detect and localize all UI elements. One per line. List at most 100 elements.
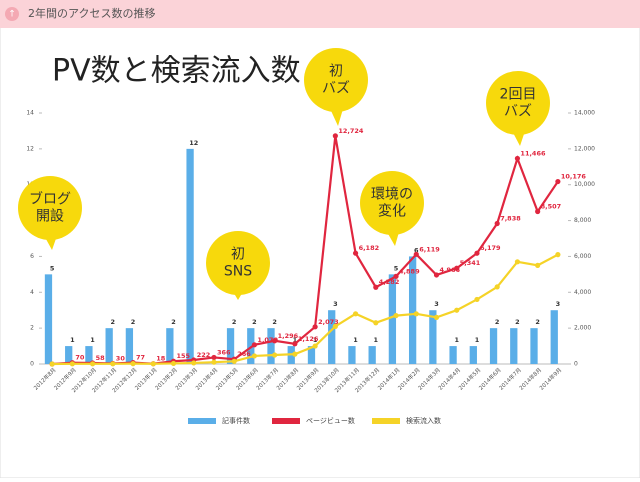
y2-tick-label: 10,000 [574, 181, 595, 188]
point [474, 296, 480, 303]
bubble-text: 初 [231, 246, 245, 263]
bar-label: 12 [189, 139, 198, 147]
y2-tick-label: 2,000 [574, 325, 591, 332]
bar [307, 346, 316, 364]
bar-label: 5 [394, 264, 399, 272]
point [393, 273, 399, 279]
point-label: 12,724 [338, 127, 364, 135]
point [110, 361, 116, 367]
bar [44, 274, 53, 364]
bar-label: 1 [70, 336, 75, 344]
point [352, 311, 359, 317]
header-title: 2年間のアクセス数の推移 [28, 6, 155, 20]
y2-tick-label: 4,000 [574, 289, 591, 296]
point-label: 4,966 [440, 266, 461, 274]
point [130, 361, 136, 367]
bar [449, 346, 457, 364]
point [292, 351, 298, 357]
point [413, 311, 419, 317]
point [514, 259, 521, 265]
point [373, 320, 379, 326]
point-label: 18 [156, 355, 166, 363]
point [433, 272, 440, 278]
legend-swatch [272, 418, 300, 424]
point-label: 7,838 [500, 214, 521, 222]
point [272, 352, 278, 358]
point-label: 4,282 [379, 278, 400, 286]
chart-title: PV数と検索流入数 [52, 54, 301, 89]
point [535, 208, 541, 215]
bar-label: 1 [454, 336, 459, 344]
y-tick-label: 12 [26, 145, 34, 152]
y-tick-label: 4 [30, 289, 34, 296]
point [292, 341, 298, 347]
bar-label: 3 [434, 300, 439, 308]
bar-label: 1 [293, 336, 298, 344]
bar [166, 328, 174, 364]
point-label: 5,341 [460, 259, 481, 267]
bar [267, 328, 275, 364]
bar [186, 148, 194, 364]
bubble [206, 231, 270, 295]
y-tick-label: 2 [30, 325, 34, 332]
bubble-text: バズ [504, 104, 532, 120]
bar-label: 2 [232, 318, 237, 326]
bar-label: 1 [313, 336, 318, 344]
bubble-text: ブログ [29, 191, 71, 208]
bar [125, 328, 134, 364]
bar-label: 2 [272, 318, 277, 326]
point [514, 155, 521, 162]
bar-label: 2 [252, 318, 257, 326]
bar [489, 328, 498, 364]
bubble [486, 71, 550, 135]
bar-label: 2 [515, 318, 520, 326]
point-label: 1,126 [298, 335, 319, 343]
point [454, 307, 460, 313]
legend-swatch [372, 418, 400, 424]
bar-label: 2 [495, 318, 500, 326]
bar-label: 6 [414, 246, 419, 254]
bar [550, 310, 558, 364]
point-label: 58 [96, 354, 106, 362]
point-label: 77 [136, 354, 145, 362]
point-label: 6,182 [359, 244, 380, 252]
bar [469, 346, 477, 364]
point-label: 8,507 [541, 202, 562, 210]
point [474, 250, 480, 256]
bar [65, 346, 73, 364]
point-label: 222 [197, 351, 211, 359]
header-icon-glyph: ↑ [8, 10, 16, 20]
bar-label: 2 [131, 318, 136, 326]
point [150, 361, 156, 367]
bar [105, 328, 113, 364]
bubble-text: 2回目 [500, 87, 537, 103]
point-label: 155 [177, 352, 191, 360]
point [433, 314, 440, 320]
point [231, 358, 237, 364]
point [251, 353, 258, 359]
point [251, 342, 258, 348]
bar-label: 2 [111, 318, 116, 326]
bar [368, 346, 376, 364]
point [170, 360, 177, 367]
legend-label: ページビュー数 [306, 416, 355, 425]
legend-swatch [188, 418, 216, 424]
bar [328, 310, 336, 364]
point [494, 284, 500, 290]
point [373, 284, 379, 290]
point-label: 366 [217, 348, 231, 356]
point [454, 265, 460, 271]
bar-label: 1 [353, 336, 358, 344]
bar-label: 1 [90, 336, 95, 344]
point [494, 220, 500, 227]
bar-label: 2 [171, 318, 176, 326]
y-tick-label: 14 [26, 110, 34, 117]
point-label: 1,070 [257, 336, 278, 344]
y2-tick-label: 12,000 [574, 145, 595, 152]
bar [530, 328, 538, 364]
bubble-text: 環境の [371, 187, 413, 203]
bar [510, 328, 518, 364]
point-label: 6,179 [480, 244, 501, 252]
y2-tick-label: 14,000 [574, 110, 595, 117]
point [312, 343, 318, 349]
